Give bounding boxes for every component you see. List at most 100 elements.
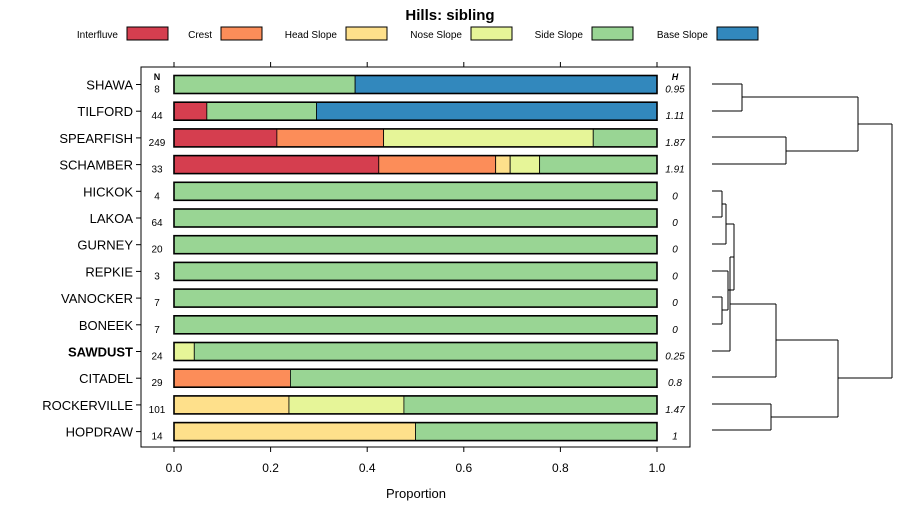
legend-label: Base Slope [657,30,709,41]
row-h-value: 0 [672,298,678,309]
legend-swatch [126,26,169,41]
bar-segment [173,368,291,388]
legend-label: Interfluve [77,30,119,41]
row-h-value: 0.25 [665,352,685,363]
row-n-value: 249 [149,138,166,149]
bar-segment [206,101,317,121]
row-label: SPEARFISH [59,131,133,146]
bar-segment [539,155,658,175]
legend-swatch [470,26,513,41]
row-h-value: 1.47 [665,405,685,416]
row-n-value: 4 [154,191,160,202]
h-header: H [672,72,679,82]
row-h-value: 0 [672,325,678,336]
bar-segment [173,128,278,148]
bar-segment [495,155,511,175]
legend-label: Crest [188,30,212,41]
row-n-value: 14 [151,432,163,443]
bar-segment [354,75,658,94]
row-h-value: 1.11 [666,111,685,122]
bar-segment [288,395,405,415]
bar-segment [173,208,658,228]
bar-segment [173,288,658,308]
legend: Interfluve Crest Head Slope Nose Slope Side … [77,26,759,41]
row-n-value: 3 [154,271,160,282]
bar-segment [276,128,385,148]
bar-segment [173,315,658,335]
row-h-value: 0 [672,218,678,229]
row-label: TILFORD [77,104,133,119]
row-n-value: 101 [149,405,166,416]
x-tick-label: 0.0 [166,461,183,475]
row-h-value: 0.8 [668,378,682,389]
bar-segment [403,395,658,415]
legend-swatch [345,26,388,41]
row-label: SCHAMBER [59,158,133,173]
row-label: HICKOK [83,184,133,199]
bar-outline [173,74,658,95]
plot-area: N H 0.0 0.2 0.4 0.6 0.8 1.0 SHAWA 8 0.95 TILFORD 44 1… [42,62,691,475]
bar-segment [173,422,416,442]
row-n-value: 44 [151,111,163,122]
bar-outline [173,368,658,389]
bar-segment [193,342,658,361]
dendrogram [712,83,893,431]
row-h-value: 1 [672,432,678,443]
legend-swatch [220,26,263,41]
row-n-value: 20 [151,245,163,256]
row-n-value: 33 [151,165,163,176]
bar-outline [173,314,658,335]
row-h-value: 0 [672,271,678,282]
row-label: VANOCKER [61,291,133,306]
row-h-value: 0 [672,245,678,256]
row-n-value: 7 [154,298,160,309]
row-label: SHAWA [86,78,133,93]
bar-segment [173,342,195,361]
bar-segment [173,395,290,415]
x-tick-label: 0.2 [262,461,279,475]
row-h-value: 0.95 [665,85,685,96]
n-header: N [154,72,161,82]
bar-outline [173,421,658,442]
row-h-value: 1.87 [665,138,685,149]
bar-segment [173,75,356,94]
legend-label: Nose Slope [410,30,462,41]
bar-outline [173,154,658,175]
bar-segment [290,368,658,388]
bar-outline [173,261,658,282]
x-tick-label: 0.6 [455,461,472,475]
bar-outline [173,395,658,415]
bar-segment [592,128,658,148]
row-n-value: 8 [154,85,160,96]
legend-swatch [591,26,634,41]
bar-segment [415,422,658,442]
row-label: CITADEL [79,371,133,386]
legend-label: Side Slope [535,30,584,41]
bar-segment [378,155,497,175]
bar-outline [173,181,658,202]
row-label: LAKOA [90,211,134,226]
x-axis-title: Proportion [386,486,446,501]
row-h-value: 1.91 [665,165,684,176]
bar-segment [173,181,658,201]
x-tick-label: 0.4 [359,461,376,475]
row-n-value: 24 [151,352,163,363]
bar-outline [173,208,658,228]
bar-outline [173,288,658,308]
bar-segment [173,261,658,281]
bar-segment [173,101,208,121]
row-n-value: 29 [151,378,163,389]
bar-outline [173,234,658,255]
bar-segment [509,155,541,175]
row-h-value: 0 [672,191,678,202]
chart-title: Hills: sibling [405,7,494,24]
panel-border [140,66,691,448]
x-tick-label: 0.8 [552,461,569,475]
row-label: BONEEK [79,318,134,333]
row-label: ROCKERVILLE [42,398,133,413]
bar-segment [383,128,594,148]
bar-outline [173,128,658,148]
row-label: SAWDUST [68,345,133,360]
bar-segment [173,235,658,255]
